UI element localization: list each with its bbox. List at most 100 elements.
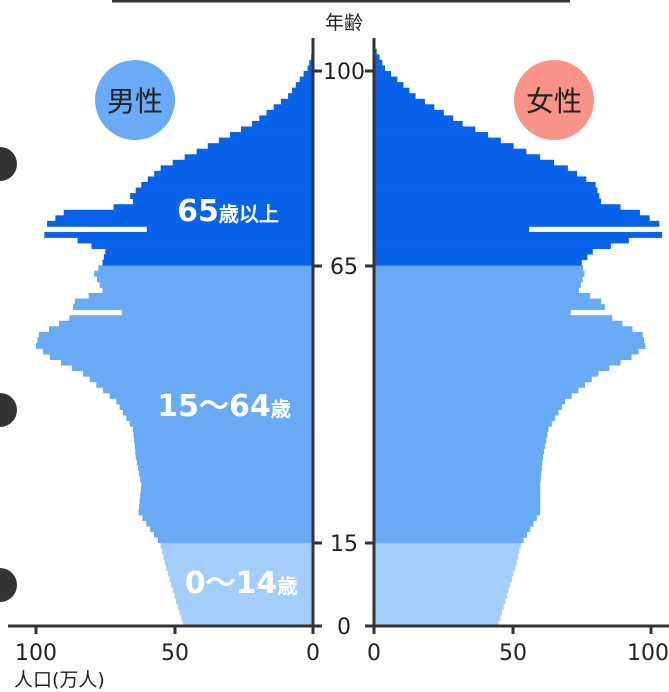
male-bar-age-70 [44, 231, 314, 238]
female-bar-age-63 [374, 270, 585, 277]
female-bar-age-10 [374, 564, 516, 571]
male-bar-age-81 [154, 170, 313, 177]
male-bar-age-93 [273, 104, 313, 111]
age-tick-0: 0 [337, 615, 351, 640]
male-bar-age-51 [37, 337, 313, 344]
male-bar-age-57 [72, 304, 313, 311]
male-bar-age-46 [72, 365, 313, 372]
male-bar-age-65 [102, 259, 313, 266]
male-bar-age-14 [160, 542, 313, 549]
edge-marker-2 [0, 393, 17, 427]
female-bar-age-0 [374, 620, 499, 627]
value-ticks [34, 626, 653, 634]
group-label-65-suffix: 歳以上 [219, 202, 279, 226]
male-bar-age-15 [157, 537, 313, 544]
male-bar-age-89 [240, 126, 313, 133]
female-bar-age-48 [374, 354, 632, 360]
male-bar-age-23 [140, 492, 313, 499]
female-bar-age-80 [374, 176, 587, 183]
female-bar-age-16 [374, 531, 527, 538]
male-bar-age-6 [172, 587, 313, 594]
male-bar-age-13 [162, 548, 313, 555]
male-value-tick-100: 100 [15, 641, 57, 666]
male-bar-age-88 [229, 132, 313, 138]
male-bar-age-43 [96, 381, 313, 388]
male-bar-age-34 [133, 431, 313, 438]
female-bar-age-60 [374, 287, 579, 294]
male-bar-age-72 [47, 220, 314, 227]
female-bar-age-2 [374, 609, 502, 616]
male-bar-age-33 [134, 437, 313, 444]
female-bar-age-73 [374, 215, 650, 222]
female-bar-age-74 [374, 209, 640, 216]
male-bar-age-49 [42, 348, 314, 355]
female-bar-age-7 [374, 581, 511, 588]
male-value-tick-0: 0 [306, 641, 320, 666]
female-bar-age-82 [374, 165, 568, 172]
male-bar-age-82 [160, 165, 313, 172]
male-bar-age-58 [74, 298, 313, 305]
female-bar-age-31 [374, 448, 545, 455]
female-bar-age-79 [374, 182, 596, 188]
male-bar-age-74 [63, 209, 314, 216]
female-bar-age-95 [374, 93, 416, 100]
male-bar-age-21 [139, 503, 313, 510]
female-badge [514, 60, 594, 140]
female-bar-age-62 [374, 276, 583, 283]
male-bar-age-10 [166, 564, 313, 571]
male-bar-age-87 [218, 137, 313, 144]
female-bar-age-46 [374, 365, 610, 372]
male-bar-age-56 [121, 309, 314, 316]
male-bar-age-4 [176, 598, 313, 605]
age-axis-title: 年齢 [325, 12, 363, 34]
male-bar-age-38 [122, 409, 313, 416]
female-bar-age-76 [374, 198, 602, 205]
male-bars [36, 54, 314, 627]
female-bar-age-101 [374, 59, 383, 66]
female-bar-age-86 [374, 143, 514, 150]
male-bar-age-18 [146, 520, 313, 527]
female-bar-age-47 [374, 359, 621, 366]
male-bar-age-94 [280, 98, 313, 105]
female-bar-age-67 [374, 248, 593, 255]
female-bar-age-99 [374, 71, 392, 77]
female-bar-age-38 [374, 409, 559, 416]
female-bar-age-61 [374, 281, 581, 288]
female-bar-age-43 [374, 381, 586, 388]
female-bar-age-94 [374, 98, 425, 105]
female-bar-age-72 [374, 220, 660, 227]
female-bar-age-68 [374, 243, 611, 249]
male-bar-age-64 [98, 265, 313, 272]
group-label-15-64-suffix: 歳 [271, 397, 291, 421]
male-bar-age-47 [60, 359, 314, 366]
male-bar-age-71 [146, 226, 313, 233]
female-bar-age-96 [374, 87, 410, 94]
female-bar-age-34 [374, 431, 548, 438]
female-bar-age-51 [374, 337, 645, 344]
female-bar-age-83 [374, 159, 555, 166]
female-bar-age-81 [374, 170, 578, 177]
female-bar-age-90 [374, 120, 463, 127]
male-bar-age-62 [96, 276, 313, 283]
male-bar-age-83 [172, 159, 313, 166]
group-label-15-64: 15〜64歳 [157, 389, 291, 424]
group-label-15-64-number: 15〜64 [157, 389, 271, 424]
female-bar-age-65 [374, 259, 582, 266]
edge-marker-3 [0, 568, 17, 602]
male-bar-age-35 [132, 426, 313, 433]
female-bar-age-36 [374, 420, 552, 427]
female-bar-age-71 [374, 226, 530, 233]
group-label-0-14-number: 0〜14 [185, 566, 278, 601]
male-badge-label: 男性 [107, 85, 163, 118]
female-bar-age-89 [374, 126, 476, 133]
male-bar-age-39 [119, 404, 314, 410]
female-bar-age-64 [374, 265, 584, 272]
female-bar-age-3 [374, 603, 504, 610]
male-bar-age-73 [55, 215, 313, 222]
female-bar-age-1 [374, 614, 501, 621]
male-bar-age-30 [135, 453, 313, 460]
male-bar-age-29 [136, 459, 313, 466]
male-bar-age-53 [48, 326, 313, 333]
male-bar-age-16 [154, 531, 313, 538]
male-bar-age-11 [164, 559, 313, 566]
